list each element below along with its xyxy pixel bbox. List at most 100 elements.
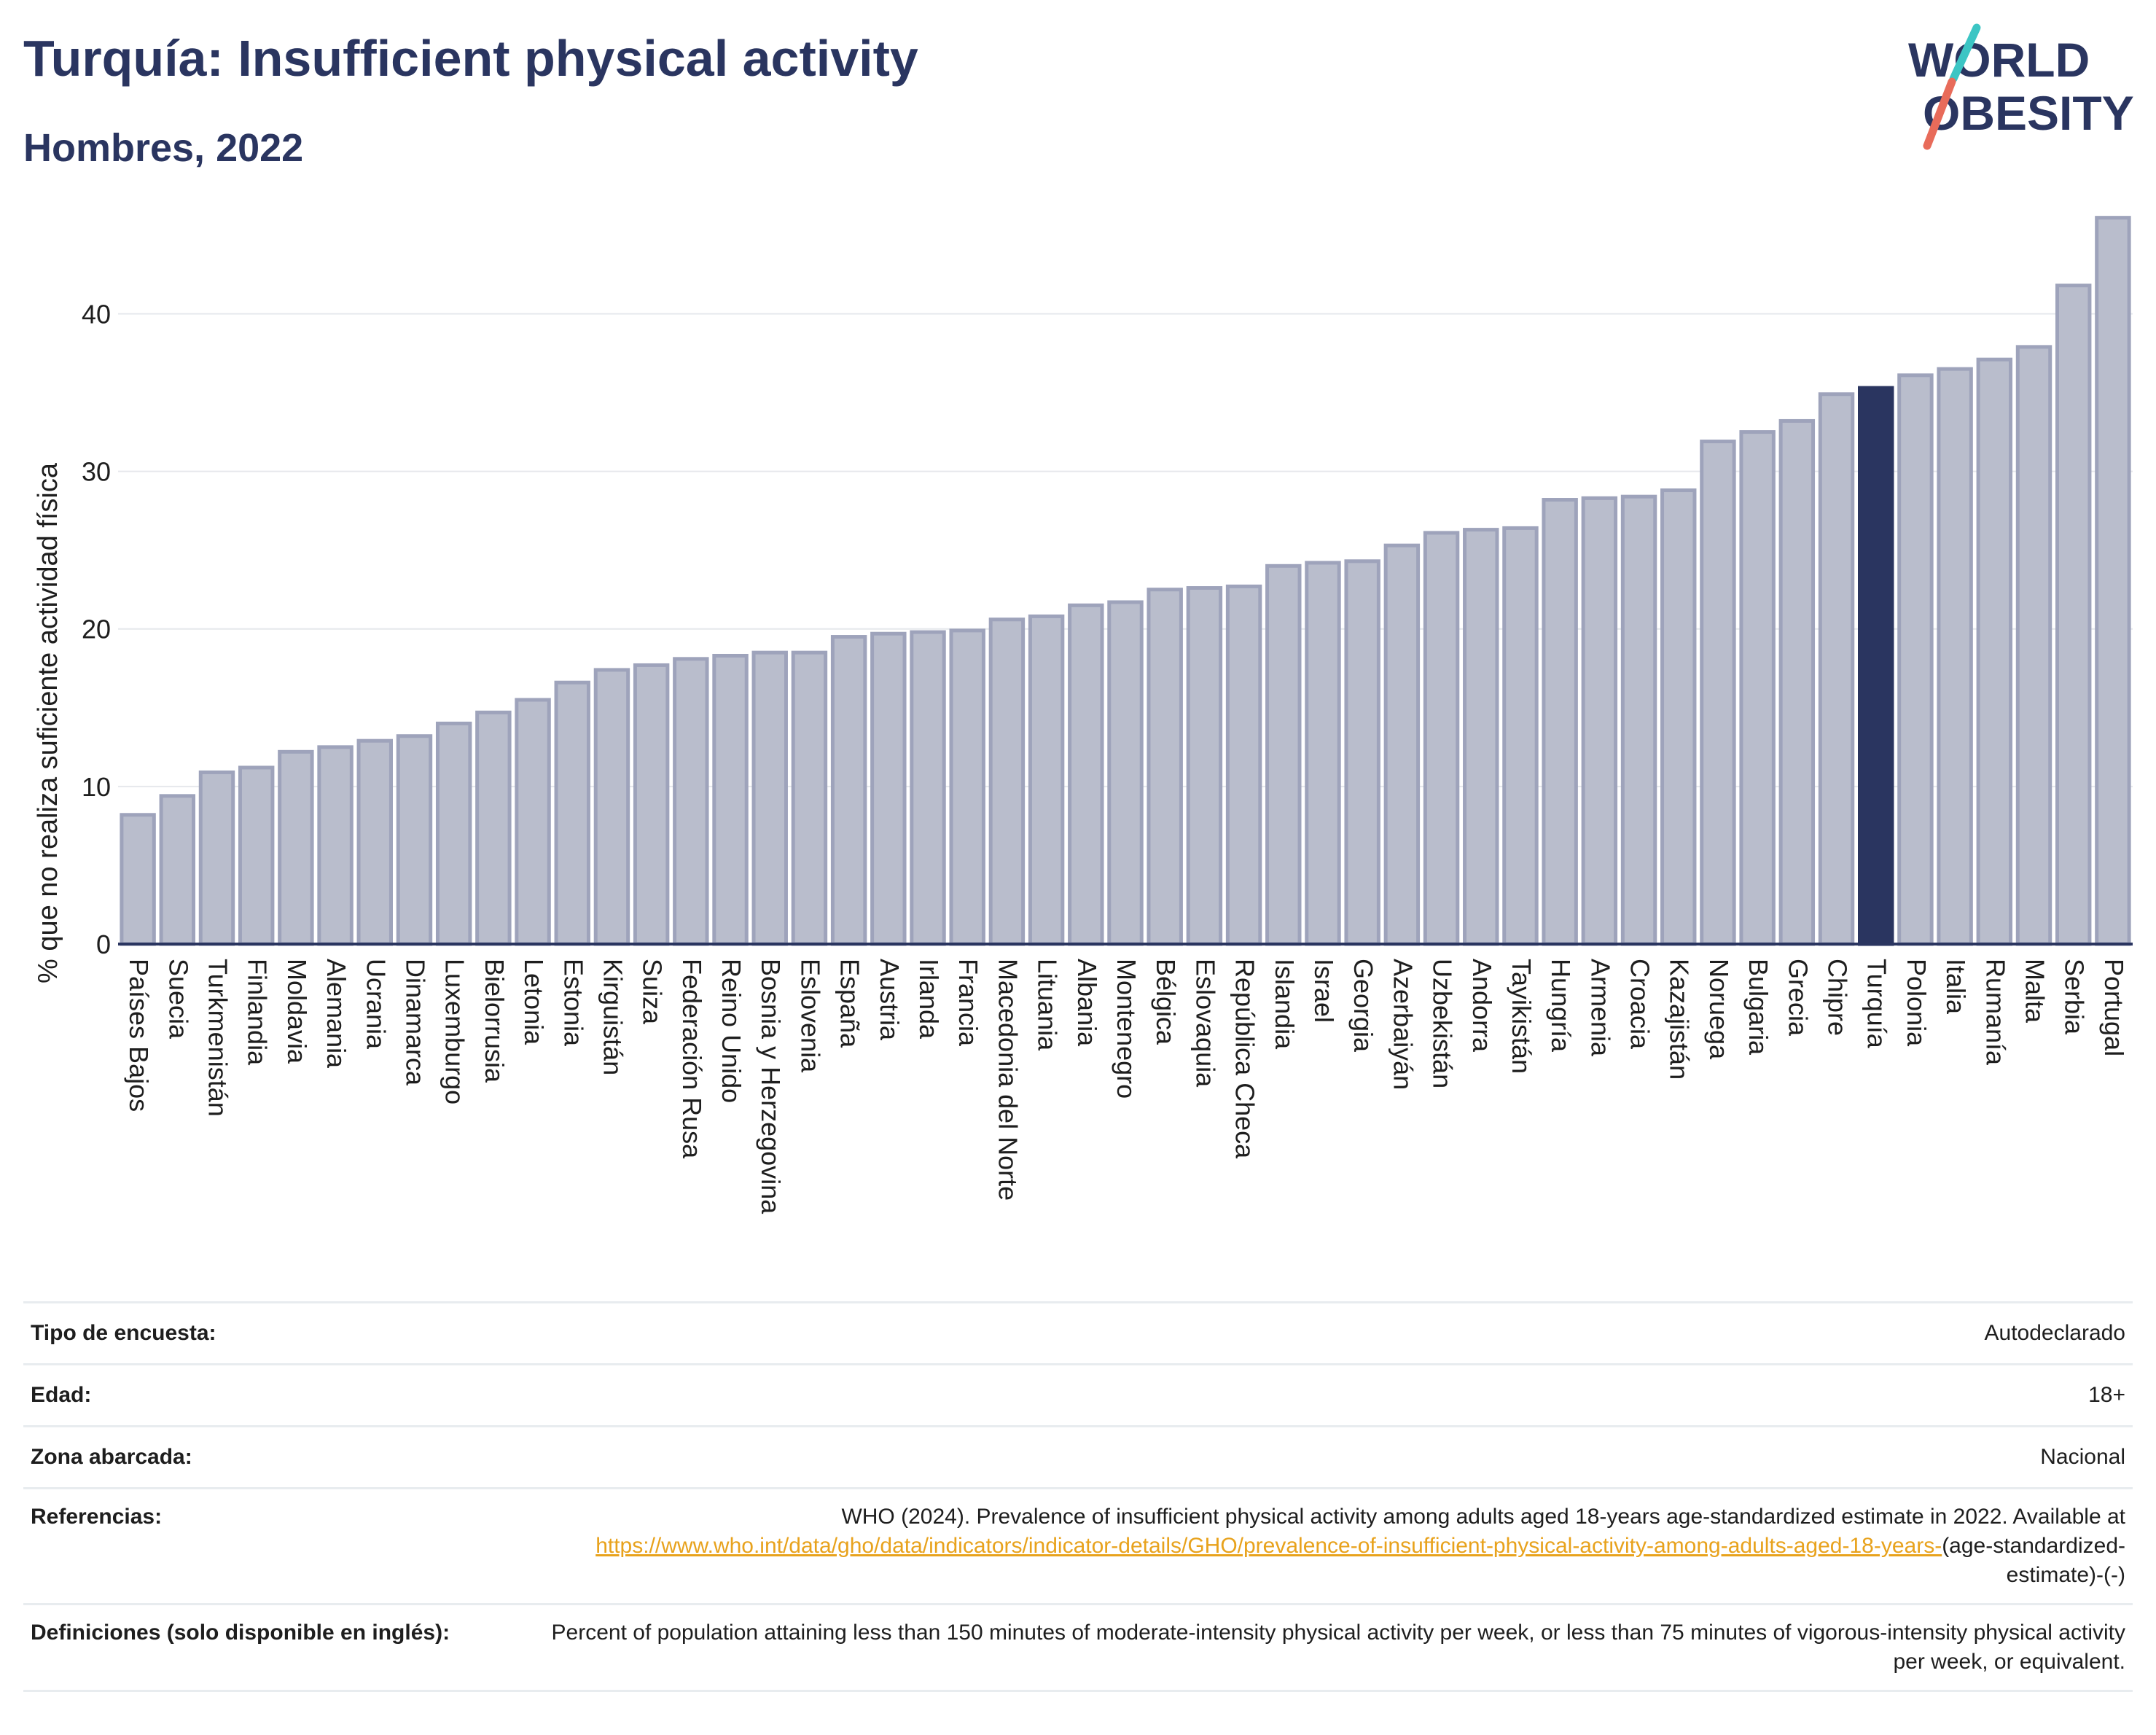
bar	[1344, 559, 1380, 946]
bar	[1068, 603, 1104, 946]
chart-subtitle: Hombres, 2022	[23, 126, 304, 170]
x-tick-label: Italia	[1941, 959, 1971, 1015]
definitions-row: Definiciones (solo disponible en inglés)…	[23, 1603, 2133, 1690]
table-bottom-border	[23, 1690, 2133, 1692]
bar	[1700, 440, 1736, 946]
bar	[593, 668, 630, 946]
x-tick-label: Austria	[875, 959, 905, 1041]
bar	[1620, 494, 1657, 946]
y-tick-label: 10	[82, 772, 111, 802]
x-tick-label: Armenia	[1585, 959, 1615, 1057]
x-tick-label: Bielorrusia	[480, 959, 509, 1083]
bar	[949, 628, 985, 946]
bars	[120, 216, 2131, 946]
x-tick-label: Andorra	[1467, 959, 1497, 1053]
age-value: 18+	[2088, 1383, 2125, 1407]
definitions-label: Definiciones (solo disponible en inglés)…	[31, 1621, 450, 1645]
bar	[2055, 284, 2092, 946]
bar	[475, 710, 512, 946]
bar	[120, 813, 156, 946]
bar	[751, 650, 788, 946]
bar	[278, 749, 314, 946]
x-tick-label: Eslovaquia	[1190, 959, 1220, 1088]
survey-type-value: Autodeclarado	[1984, 1321, 2125, 1345]
bar	[1660, 488, 1697, 946]
logo-slash-teal	[1949, 23, 1981, 83]
x-tick-label: Israel	[1309, 959, 1339, 1023]
y-tick-label: 20	[82, 615, 111, 644]
bar	[317, 745, 354, 946]
x-tick-label: Bosnia y Herzegovina	[756, 959, 786, 1214]
bar	[1265, 564, 1302, 946]
bar	[870, 631, 907, 946]
bar	[2095, 216, 2131, 946]
x-tick-label: Uzbekistán	[1428, 959, 1458, 1088]
x-tick-label: Noruega	[1704, 959, 1734, 1060]
x-tick-label: Turquía	[1862, 959, 1892, 1049]
bar	[1107, 600, 1144, 946]
x-tick-label: República Checa	[1230, 959, 1260, 1159]
x-tick-label: Malta	[2020, 959, 2050, 1024]
logo-slash-coral	[1923, 77, 1956, 150]
bar	[633, 663, 670, 946]
bar	[712, 653, 749, 946]
x-tick-label: Ucrania	[361, 959, 391, 1050]
x-tick-label: Letonia	[519, 959, 549, 1045]
bar	[1976, 357, 2013, 946]
world-obesity-logo: WORLD OBESITY	[1908, 23, 2134, 150]
bar	[515, 698, 551, 946]
x-tick-label: Macedonia del Norte	[993, 959, 1023, 1201]
age-row: Edad: 18+	[23, 1363, 2133, 1425]
x-tick-label: Kirguistán	[598, 959, 628, 1075]
x-tick-label: Azerbaiyán	[1388, 959, 1418, 1090]
x-tick-label: Estonia	[558, 959, 588, 1047]
survey-type-label: Tipo de encuesta:	[31, 1321, 216, 1345]
x-tick-label: Bulgaria	[1743, 959, 1773, 1056]
area-value: Nacional	[2040, 1445, 2125, 1469]
y-tick-label: 30	[82, 457, 111, 487]
x-tick-label: Chipre	[1823, 959, 1853, 1036]
bar	[1186, 586, 1223, 946]
x-tick-label: Tayikistán	[1507, 959, 1536, 1074]
x-tick-label: Luxemburgo	[440, 959, 470, 1104]
x-tick-label: Grecia	[1783, 959, 1813, 1037]
y-tick-label: 40	[82, 299, 111, 329]
x-tick-label: Moldavia	[282, 959, 312, 1064]
x-tick-label: Rumanía	[1980, 959, 2010, 1066]
x-tick-label: Croacia	[1625, 959, 1655, 1050]
bar	[198, 770, 235, 946]
bar	[830, 635, 867, 946]
x-tick-label: Lituania	[1033, 959, 1063, 1051]
bar	[1897, 373, 1934, 946]
bar	[1542, 498, 1578, 946]
x-tick-label: Polonia	[1902, 959, 1932, 1047]
bar	[1463, 528, 1499, 946]
x-tick-label: Georgia	[1348, 959, 1378, 1053]
area-row: Zona abarcada: Nacional	[23, 1425, 2133, 1487]
bar	[791, 650, 828, 946]
x-tick-label: Montenegro	[1112, 959, 1141, 1099]
bar	[910, 630, 946, 946]
y-axis-label: % que no realiza suficiente actividad fí…	[33, 462, 63, 983]
bar	[1778, 418, 1816, 946]
bar	[396, 734, 433, 946]
x-tick-label: Reino Unido	[716, 959, 746, 1103]
x-tick-label: Kazajistán	[1665, 959, 1695, 1080]
bar	[435, 721, 472, 946]
bar	[673, 657, 709, 946]
bar	[1818, 392, 1855, 946]
x-tick-label: Alemania	[321, 959, 351, 1069]
age-label: Edad:	[31, 1383, 92, 1407]
x-tick-label: Bélgica	[1151, 959, 1181, 1045]
bar	[2015, 345, 2053, 946]
references-row: Referencias: WHO (2024). Prevalence of i…	[23, 1487, 2133, 1603]
bar-chart: 0 10 20 30 40 Países Bajos Suecia Turkmenistán F…	[33, 216, 2133, 1214]
definitions-value: Percent of population attaining less tha…	[551, 1621, 2125, 1674]
bar	[1502, 526, 1539, 946]
area-label: Zona abarcada:	[31, 1445, 192, 1469]
references-link[interactable]: https://www.who.int/data/gho/data/indica…	[595, 1534, 1942, 1558]
info-table: Tipo de encuesta: Autodeclarado Edad: 18…	[23, 1301, 2133, 1692]
y-tick-label: 0	[96, 929, 111, 959]
logo-text-world: WORLD	[1908, 33, 2090, 87]
x-tick-label: Francia	[953, 959, 983, 1047]
